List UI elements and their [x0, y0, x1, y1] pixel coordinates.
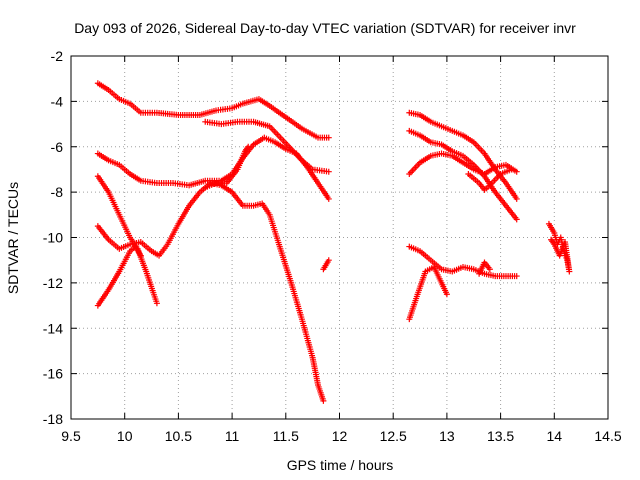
- x-tick-label: 10.5: [165, 428, 192, 444]
- data-point: [320, 397, 327, 404]
- y-tick-label: -18: [43, 411, 63, 427]
- chart-title: Day 093 of 2026, Sidereal Day-to-day VTE…: [74, 20, 576, 36]
- y-tick-label: -2: [51, 48, 64, 64]
- y-tick-label: -4: [51, 93, 64, 109]
- data-point: [508, 166, 515, 173]
- series-track-14: [406, 263, 450, 323]
- data-point: [513, 216, 520, 223]
- series-track-5: [94, 173, 160, 307]
- x-tick-label: 10: [117, 428, 133, 444]
- data-point: [513, 168, 520, 175]
- series-track-16: [545, 220, 573, 275]
- axis-ticks: 9.5 10 10.5 11 11.5 12 12.5 13 13.5 14 14.5 -18 -16 -…: [43, 48, 622, 444]
- x-tick-label: 11: [225, 428, 240, 444]
- x-tick-label: 12.5: [380, 428, 407, 444]
- data-marks: [94, 80, 573, 404]
- x-tick-label: 9.5: [61, 428, 81, 444]
- data-point: [513, 273, 520, 280]
- y-axis-label: SDTVAR / TECUs: [5, 182, 21, 294]
- series-track-9: [406, 109, 520, 202]
- series-track-12: [465, 166, 515, 193]
- data-point: [325, 134, 332, 141]
- series-track-15: [476, 259, 493, 277]
- grid-lines: [71, 56, 608, 419]
- y-tick-label: -8: [51, 184, 64, 200]
- data-point: [513, 195, 520, 202]
- data-point: [548, 236, 555, 243]
- data-point: [325, 168, 332, 175]
- data-point: [245, 143, 252, 150]
- x-tick-label: 14: [547, 428, 563, 444]
- x-tick-label: 13: [439, 428, 455, 444]
- y-tick-label: -14: [43, 320, 63, 336]
- x-tick-label: 12: [332, 428, 348, 444]
- data-point: [443, 291, 450, 298]
- y-tick-label: -12: [43, 275, 63, 291]
- data-point: [486, 266, 493, 273]
- x-tick-label: 11.5: [273, 428, 299, 444]
- y-tick-label: -6: [51, 139, 64, 155]
- data-point: [137, 252, 144, 259]
- x-axis-label: GPS time / hours: [287, 457, 394, 473]
- y-tick-label: -10: [43, 230, 63, 246]
- data-point: [325, 257, 332, 264]
- series-track-13: [406, 243, 520, 280]
- x-tick-label: 14.5: [594, 428, 621, 444]
- series-track-1: [94, 80, 332, 141]
- y-tick-label: -16: [43, 366, 63, 382]
- series-track-6: [94, 180, 327, 404]
- x-tick-label: 13.5: [487, 428, 514, 444]
- series-track-10: [406, 127, 520, 223]
- series-track-7: [94, 243, 144, 309]
- series-track-3: [94, 134, 332, 202]
- data-point: [325, 195, 332, 202]
- series-track-8: [320, 257, 332, 273]
- data-point: [153, 300, 160, 307]
